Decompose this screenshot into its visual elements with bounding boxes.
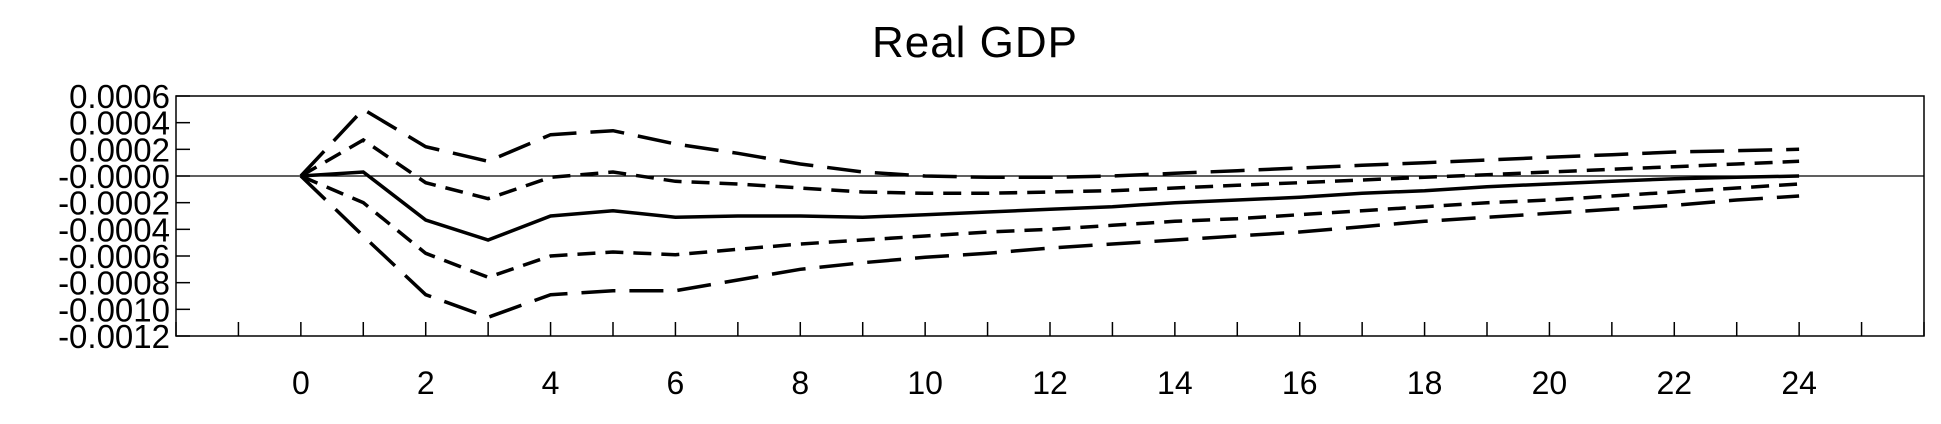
y-tick-label: -0.0006 — [58, 238, 170, 275]
x-tick-label: 6 — [667, 365, 685, 401]
y-tick-label: 0.0006 — [69, 78, 170, 115]
series-line-1-long-dash — [299, 107, 1800, 180]
series-line-4-short-dash — [300, 174, 1800, 280]
x-tick-label: 4 — [542, 365, 560, 401]
series-line-5-long-dash — [299, 174, 1800, 320]
y-axis: 0.00060.00040.0002-0.0000-0.0002-0.0004-… — [58, 78, 190, 355]
x-tick-label: 10 — [907, 365, 943, 401]
y-tick-label: 0.0004 — [69, 105, 170, 142]
series-line-2-short-dash — [300, 137, 1800, 201]
x-tick-label: 14 — [1157, 365, 1193, 401]
x-tick-label: 0 — [292, 365, 310, 401]
x-tick-label: 22 — [1656, 365, 1692, 401]
x-tick-label: 8 — [791, 365, 809, 401]
series-lines — [299, 107, 1800, 320]
x-axis: 0 2 4 6 8 10 12 14 16 18 20 22 24 — [175, 322, 1925, 401]
y-tick-label: -0.0000 — [58, 158, 170, 195]
y-tick-label: -0.0002 — [58, 185, 170, 222]
chart-title: Real GDP — [872, 18, 1078, 67]
x-tick-label: 18 — [1407, 365, 1443, 401]
y-tick-label: -0.0010 — [58, 291, 170, 328]
y-tick-label: -0.0004 — [58, 211, 170, 248]
plot-border — [175, 95, 1925, 337]
y-tick-label: 0.0002 — [69, 131, 170, 168]
x-tick-label: 24 — [1781, 365, 1817, 401]
series-line-3-solid — [300, 170, 1800, 242]
y-tick-label: -0.0008 — [58, 265, 170, 302]
x-tick-label: 2 — [417, 365, 435, 401]
x-tick-label: 20 — [1532, 365, 1568, 401]
y-tick-label: -0.0012 — [58, 318, 170, 355]
x-tick-label: 12 — [1032, 365, 1068, 401]
x-tick-label: 16 — [1282, 365, 1318, 401]
plot-area — [175, 95, 1925, 337]
